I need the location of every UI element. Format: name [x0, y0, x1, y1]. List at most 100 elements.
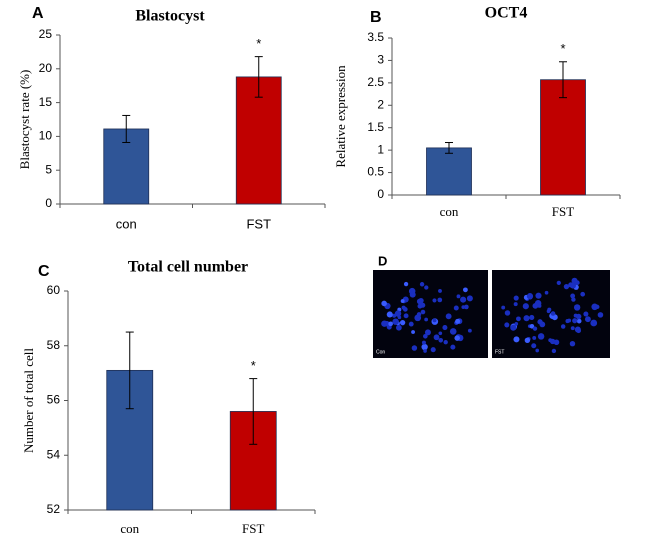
error-bar: [125, 331, 134, 410]
nucleus: [513, 336, 520, 343]
y-tick-label: 58: [47, 338, 61, 352]
nucleus: [381, 300, 387, 307]
nucleus: [548, 338, 553, 343]
nucleus: [567, 318, 572, 323]
error-bar: [254, 56, 263, 98]
y-tick-label: 54: [47, 447, 61, 461]
y-tick-label: 0: [377, 187, 384, 201]
y-tick-label: 60: [47, 283, 61, 297]
nucleus: [513, 302, 518, 307]
y-tick-label: 0: [45, 196, 52, 210]
nucleus: [419, 282, 425, 287]
nucleus: [388, 321, 393, 327]
nucleus: [571, 297, 576, 302]
nucleus: [420, 309, 426, 315]
nucleus: [570, 293, 576, 299]
y-axis-label: Number of total cell: [21, 348, 36, 453]
nucleus: [572, 318, 578, 324]
chart-title: OCT4: [485, 5, 528, 22]
x-tick-label: con: [120, 521, 139, 536]
nucleus: [501, 305, 506, 310]
y-axis-label: Blastocyst rate (%): [17, 70, 32, 170]
nucleus: [570, 326, 575, 331]
chart-panel: A Blastocyst Blastocyst rate (%) 0 5 10 15 20 25…: [17, 5, 326, 231]
nucleus: [522, 303, 529, 310]
nucleus: [424, 285, 429, 290]
x-tick-label: FST: [246, 216, 271, 231]
panel-label: D: [378, 253, 387, 268]
nucleus: [400, 299, 405, 303]
chart-panel: B OCT4 Relative expression 0 0.5 1 1.5 2 2.5 3 3.5…: [333, 5, 621, 219]
nucleus: [394, 310, 402, 317]
nucleus: [438, 337, 444, 343]
nucleus: [455, 318, 461, 324]
nucleus: [453, 305, 459, 311]
nucleus: [409, 291, 416, 298]
nucleus: [535, 292, 542, 299]
chart-title: Total cell number: [128, 259, 248, 276]
error-bar: [559, 61, 567, 99]
nucleus: [421, 343, 428, 351]
nucleus: [411, 345, 418, 351]
nucleus: [445, 313, 452, 320]
nucleus: [411, 330, 415, 334]
y-tick-label: 1.5: [367, 120, 384, 134]
nucleus: [450, 344, 456, 350]
nucleus: [569, 340, 576, 347]
nucleus: [516, 316, 521, 322]
nucleus: [563, 283, 570, 290]
nucleus: [590, 319, 598, 327]
nucleus: [529, 314, 535, 321]
error-bar: [249, 378, 258, 445]
nucleus: [460, 296, 467, 303]
y-tick-label: 5: [45, 162, 52, 176]
nucleus: [466, 295, 473, 302]
bar: [540, 79, 586, 196]
nucleus: [584, 316, 591, 323]
image-caption: FST: [495, 349, 504, 355]
nucleus: [573, 304, 581, 311]
nucleus: [529, 323, 535, 329]
nucleus: [467, 328, 472, 333]
chart-panel: C Total cell number Number of total cell 52…: [21, 259, 316, 536]
nucleus: [424, 329, 431, 336]
nucleus: [539, 321, 546, 328]
nucleus: [553, 339, 560, 346]
nucleus: [531, 343, 537, 349]
y-axis-label: Relative expression: [333, 65, 348, 168]
image-caption: Con: [376, 349, 385, 355]
nucleus: [416, 298, 423, 305]
x-tick-label: con: [440, 204, 459, 219]
nucleus: [504, 322, 510, 328]
nucleus: [430, 347, 436, 353]
nucleus: [432, 298, 437, 303]
nucleus: [392, 318, 399, 325]
nucleus: [574, 280, 580, 286]
panel-label: C: [38, 263, 50, 280]
nucleus: [421, 340, 426, 345]
nucleus: [381, 320, 388, 327]
nucleus: [396, 324, 402, 331]
nucleus: [513, 295, 519, 301]
y-tick-label: 0.5: [367, 165, 384, 179]
nucleus: [423, 349, 427, 353]
nucleus: [432, 318, 437, 323]
nucleus: [386, 311, 393, 318]
nucleus: [438, 331, 443, 336]
nucleus: [454, 335, 460, 341]
nucleus: [399, 319, 406, 326]
y-tick-label: 3.5: [367, 30, 384, 44]
y-tick-label: 2: [377, 97, 384, 111]
bar: [235, 76, 282, 205]
nucleus: [560, 324, 566, 329]
y-tick-label: 10: [39, 129, 53, 143]
y-tick-label: 1: [377, 142, 384, 156]
nucleus: [433, 334, 440, 341]
nuclei: [381, 277, 604, 354]
y-tick-label: 2.5: [367, 75, 384, 89]
nucleus: [403, 281, 409, 287]
y-tick-label: 3: [377, 53, 384, 67]
nucleus: [408, 321, 414, 327]
y-tick-label: 15: [39, 95, 53, 109]
